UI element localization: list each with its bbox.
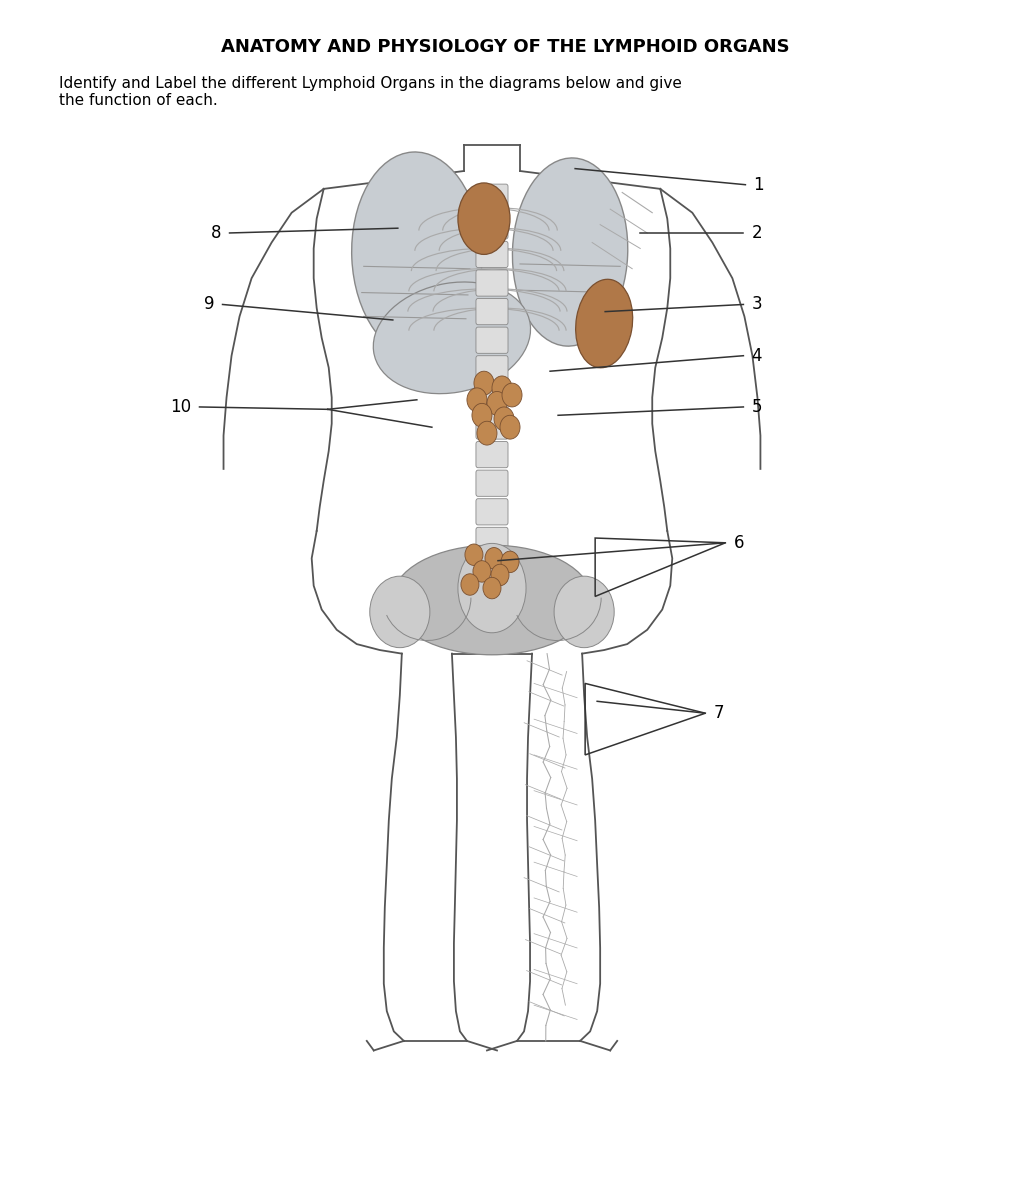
Circle shape — [472, 403, 492, 427]
Circle shape — [465, 544, 483, 565]
Circle shape — [483, 577, 501, 599]
Text: 1: 1 — [753, 175, 764, 193]
Circle shape — [467, 388, 487, 412]
FancyBboxPatch shape — [476, 270, 508, 296]
Ellipse shape — [458, 182, 510, 254]
FancyBboxPatch shape — [476, 299, 508, 325]
FancyBboxPatch shape — [476, 355, 508, 382]
Ellipse shape — [392, 545, 592, 655]
Text: 3: 3 — [751, 295, 762, 313]
FancyBboxPatch shape — [476, 328, 508, 353]
Circle shape — [554, 576, 614, 648]
Circle shape — [485, 547, 503, 569]
Text: 7: 7 — [713, 704, 724, 722]
FancyBboxPatch shape — [476, 527, 508, 553]
Circle shape — [477, 421, 497, 445]
Text: 8: 8 — [211, 224, 221, 242]
Circle shape — [494, 407, 514, 431]
Text: 9: 9 — [204, 295, 214, 313]
Circle shape — [502, 383, 522, 407]
Text: Identify and Label the different Lymphoid Organs in the diagrams below and give
: Identify and Label the different Lymphoi… — [60, 76, 682, 108]
Ellipse shape — [374, 282, 530, 394]
Circle shape — [473, 560, 491, 582]
Circle shape — [370, 576, 430, 648]
FancyBboxPatch shape — [476, 499, 508, 524]
Ellipse shape — [351, 152, 482, 356]
FancyBboxPatch shape — [476, 241, 508, 268]
Text: 2: 2 — [751, 224, 762, 242]
Circle shape — [461, 574, 479, 595]
Circle shape — [487, 391, 507, 415]
Circle shape — [474, 371, 494, 395]
FancyBboxPatch shape — [476, 442, 508, 468]
Circle shape — [501, 551, 519, 572]
FancyBboxPatch shape — [476, 212, 508, 239]
Circle shape — [500, 415, 520, 439]
Circle shape — [491, 564, 509, 586]
Ellipse shape — [458, 544, 526, 632]
Text: 10: 10 — [171, 398, 192, 416]
Ellipse shape — [512, 158, 628, 346]
FancyBboxPatch shape — [476, 413, 508, 439]
Text: 4: 4 — [751, 347, 762, 365]
Ellipse shape — [576, 280, 632, 367]
FancyBboxPatch shape — [476, 470, 508, 497]
Circle shape — [492, 376, 512, 400]
FancyBboxPatch shape — [476, 384, 508, 410]
Text: 6: 6 — [733, 534, 744, 552]
Text: 5: 5 — [751, 398, 762, 416]
Text: ANATOMY AND PHYSIOLOGY OF THE LYMPHOID ORGANS: ANATOMY AND PHYSIOLOGY OF THE LYMPHOID O… — [221, 37, 789, 55]
FancyBboxPatch shape — [476, 184, 508, 210]
